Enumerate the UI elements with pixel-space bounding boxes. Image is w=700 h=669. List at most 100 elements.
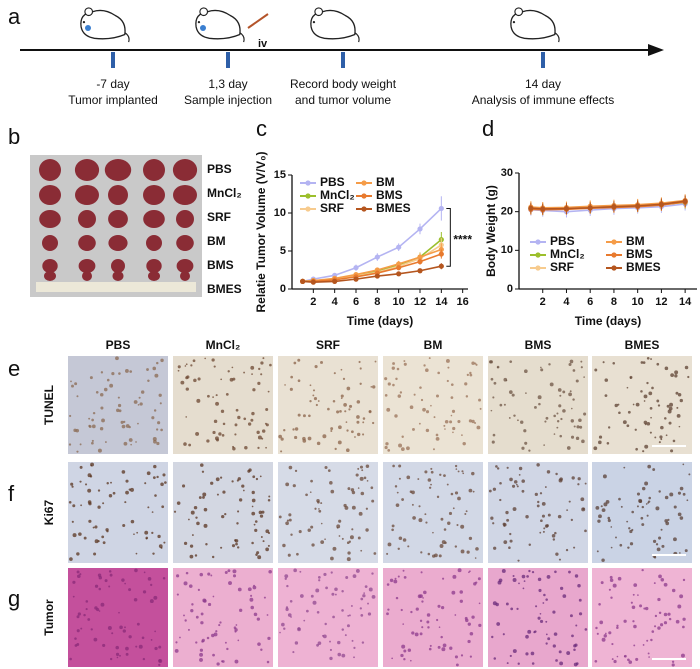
cell-dot [207,394,210,398]
cell-dot [579,425,583,429]
cell-dot [669,492,674,497]
cell-dot [190,510,195,515]
cell-dot [261,437,264,440]
cell-dot [292,651,295,654]
cell-dot [160,358,164,363]
cell-dot [188,443,192,447]
cell-dot [220,409,225,414]
cell-dot [673,505,677,509]
cell-dot [289,387,293,391]
cell-dot [611,642,614,646]
cell-dot [398,477,401,480]
cell-dot [203,507,208,512]
cell-dot [677,393,682,397]
cell-dot [199,572,204,577]
cell-dot [329,640,331,643]
cell-dot [516,485,519,488]
cell-dot [454,655,458,659]
cell-dot [631,510,634,514]
cell-dot [95,390,99,394]
cell-dot [633,583,638,587]
cell-dot [107,626,112,630]
cell-dot [88,417,91,420]
cell-dot [211,633,215,638]
cell-dot [509,654,512,658]
cell-dot [365,507,368,510]
cell-dot [420,571,423,574]
cell-dot [627,658,630,662]
cell-dot [362,433,365,436]
cell-dot [582,507,585,510]
cell-dot [412,427,415,431]
cell-dot [632,620,635,623]
cell-dot [296,552,299,556]
cell-dot [676,413,681,418]
cell-dot [348,540,351,543]
cell-dot [69,557,73,561]
cell-dot [125,652,129,656]
cell-dot [555,659,558,662]
cell-dot [164,481,167,484]
cell-dot [661,544,665,548]
cell-dot [310,479,313,483]
cell-dot [647,500,651,503]
cell-dot [608,588,611,591]
cell-dot [237,587,242,592]
x-axis-title: Time (days) [575,314,641,328]
cell-dot [185,363,188,366]
cell-dot [635,657,639,661]
cell-dot [475,581,478,584]
cell-dot [583,376,585,378]
cell-dot [216,493,219,496]
cell-dot [204,357,206,360]
cell-dot [452,507,455,510]
cell-dot [190,364,193,367]
cell-dot [539,612,542,615]
cell-dot [452,426,456,431]
cell-dot [659,435,663,439]
point [438,205,444,212]
cell-dot [506,518,510,522]
cell-dot [76,552,80,556]
cell-dot [417,478,420,481]
cell-dot [91,441,94,445]
cell-dot [318,579,321,582]
cell-dot [350,488,355,492]
cell-dot [468,488,473,493]
cell-dot [456,523,459,527]
significance-label: **** [453,232,472,246]
cell-dot [509,477,513,482]
cell-dot [444,419,449,424]
cell-dot [98,576,103,580]
cell-dot [394,485,398,488]
cell-dot [347,614,350,617]
cell-dot [75,428,80,433]
cell-dot [554,570,557,574]
cell-dot [288,465,293,470]
cell-dot [136,531,139,534]
legend-label: SRF [320,201,344,215]
cell-dot [238,498,243,502]
cell-dot [251,498,256,503]
cell-dot [442,577,445,580]
tumor [39,210,61,228]
cell-dot [286,584,289,588]
cell-dot [517,559,520,562]
legend-swatch [361,180,367,186]
x-tick-label: 16 [457,296,469,308]
cell-dot [307,528,311,532]
cell-dot [157,534,161,539]
cell-dot [428,647,432,651]
micrograph [592,462,692,563]
cell-dot [641,568,644,572]
cell-dot [248,468,252,472]
cell-dot [643,607,646,610]
micrograph-texture [488,359,587,452]
cell-dot [323,572,327,577]
cell-dot [102,643,106,647]
cell-dot [207,572,211,576]
cell-dot [604,632,607,635]
cell-dot [98,587,102,591]
cell-dot [545,598,548,601]
cell-dot [508,417,511,419]
